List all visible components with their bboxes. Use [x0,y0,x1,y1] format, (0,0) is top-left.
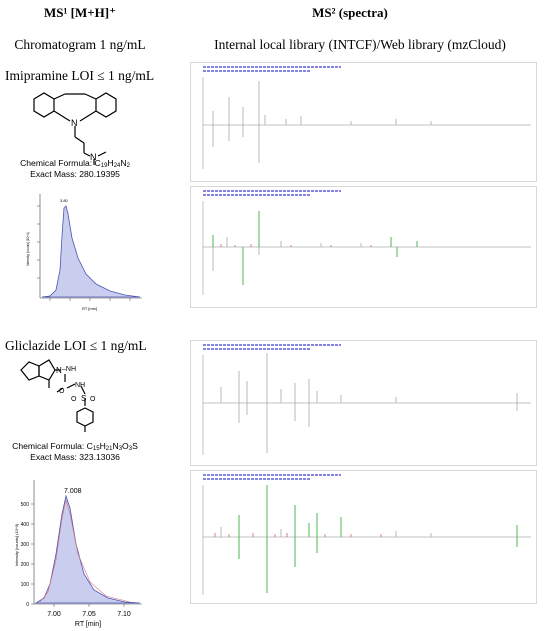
gliclazide-exact-mass: Exact Mass: 323.13036 [30,452,120,462]
gliclazide-chromatogram: 0 100 200 300 400 500 7.00 7.05 7.10 7.0… [14,480,142,628]
gliclazide-ytick-300: 300 [21,542,30,548]
imipramine-peak-label: 3.80 [60,198,69,203]
gliclazide-y-axis-label: Intensity [counts] (10^3) [14,523,19,566]
gliclazide-ytick-200: 200 [21,562,30,568]
gliclazide-x-axis-label: RT [min] [75,621,101,628]
gliclazide-structure: N –NH O NH S O O [20,359,96,432]
svg-text:N: N [56,366,62,375]
gliclazide-label: Gliclazide LOI ≤ 1 ng/mL [5,338,147,353]
gliclazide-ytick-0: 0 [26,602,29,608]
library-subheader: Internal local library (INTCF)/Web libra… [214,37,506,52]
gliclazide-formula: Chemical Formula: C15H21N3O3S [12,441,138,452]
imipramine-spectrum-web-library [190,186,537,308]
svg-text:O: O [71,396,77,403]
imipramine-chromatogram: 3.80 RT [min] Intensity [counts] (10^4) [26,194,142,311]
imipramine-formula: Chemical Formula: C19H24N2 [20,158,130,169]
gliclazide-ytick-500: 500 [21,502,30,508]
imipramine-x-axis-label: RT [min] [82,306,97,311]
svg-text:NH: NH [75,382,85,389]
imipramine-spectrum-internal-library [190,62,537,182]
imipramine-structure: N N [33,92,117,165]
svg-text:O: O [90,396,96,403]
imipramine-label: Imipramine LOI ≤ 1 ng/mL [5,68,155,83]
gliclazide-ytick-100: 100 [21,582,30,588]
gliclazide-ytick-400: 400 [21,522,30,528]
svg-text:O: O [59,388,65,395]
gliclazide-xtick-710: 7.10 [117,611,131,618]
ms1-header: MS¹ [M+H]⁺ [44,5,116,20]
imipramine-exact-mass: Exact Mass: 280.19395 [30,169,120,179]
svg-text:–NH: –NH [62,366,76,373]
gliclazide-peak-label: 7.008 [64,488,82,495]
gliclazide-spectrum-internal-library [190,340,537,466]
ms2-header: MS² (spectra) [312,5,388,20]
gliclazide-xtick-700: 7.00 [47,611,61,618]
imipramine-y-axis-label: Intensity [counts] (10^4) [26,232,30,266]
gliclazide-xtick-705: 7.05 [82,611,96,618]
chromatogram-subheader: Chromatogram 1 ng/mL [14,37,146,52]
gliclazide-spectrum-web-library [190,470,537,604]
svg-text:S: S [81,394,86,403]
svg-text:N: N [90,152,97,162]
svg-text:N: N [71,118,78,128]
